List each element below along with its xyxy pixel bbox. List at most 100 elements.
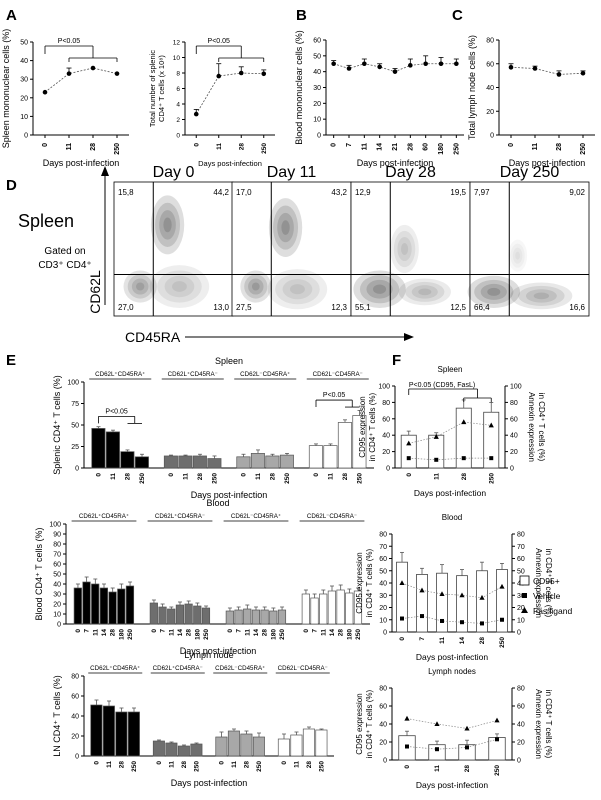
y-tick-label: 40 bbox=[510, 433, 518, 440]
x-tick-label: 11 bbox=[255, 473, 262, 480]
y-tick-label: 0 bbox=[510, 466, 514, 473]
data-point bbox=[556, 72, 562, 77]
x-tick-label: 250 bbox=[453, 143, 460, 155]
x-tick-label: 0 bbox=[303, 629, 310, 633]
y-tick-label: 70 bbox=[379, 544, 387, 551]
data-point bbox=[66, 71, 72, 76]
x-tick-label: 250 bbox=[139, 473, 146, 484]
data-point bbox=[42, 89, 48, 95]
density-cloud bbox=[150, 195, 185, 255]
x-axis-label: Days post-infection bbox=[43, 158, 120, 168]
vehicle-marker bbox=[495, 737, 499, 742]
vehicle-marker bbox=[460, 620, 464, 625]
x-tick-label: 250 bbox=[355, 629, 362, 640]
y2-axis-label: Annexin expression bbox=[534, 689, 543, 759]
chart-E-spleen: 0 25 50 75 100 CD62L⁺CD45RA⁺ 0 11 28 250 CD62L⁺CD4… bbox=[52, 356, 374, 500]
density-cloud bbox=[240, 270, 272, 303]
bar bbox=[167, 608, 176, 625]
vehicle-marker bbox=[500, 617, 504, 622]
y-tick-label: 20 bbox=[517, 605, 525, 612]
fas-ligand-marker bbox=[439, 591, 445, 597]
y-tick-label: 50 bbox=[71, 423, 79, 430]
x-tick-label: 250 bbox=[203, 629, 210, 640]
density-cloud bbox=[525, 289, 557, 303]
density-cloud bbox=[155, 202, 181, 247]
density-cloud bbox=[123, 270, 157, 303]
y2-axis-label: Annexin expression bbox=[534, 548, 543, 618]
fas-ligand-marker bbox=[479, 594, 485, 600]
bar bbox=[201, 607, 211, 625]
bar bbox=[243, 608, 252, 625]
chart-B: 0 10 20 30 40 50 60 0 7 11 14 21 28 60 180 250 Blood mon… bbox=[294, 30, 464, 168]
panel-letter-c: C bbox=[452, 7, 463, 24]
y-tick-label: 80 bbox=[486, 38, 494, 45]
series-line bbox=[401, 615, 503, 624]
series-label: CD62L⁺CD45RA⁺ bbox=[95, 371, 145, 378]
x-tick-label: 60 bbox=[423, 143, 430, 151]
bar bbox=[277, 738, 290, 757]
y-tick-label: 0 bbox=[490, 133, 494, 140]
bar bbox=[265, 455, 280, 469]
bar bbox=[310, 597, 319, 625]
series-label: CD62L⁺CD45RA⁺ bbox=[90, 665, 140, 672]
bar bbox=[301, 593, 310, 625]
legend-label: Vehicle bbox=[533, 591, 561, 601]
bar bbox=[193, 605, 202, 625]
x-tick-label: 250 bbox=[256, 761, 263, 772]
data-point bbox=[508, 65, 514, 70]
y-tick-label: 20 bbox=[486, 109, 494, 116]
bar bbox=[165, 742, 178, 757]
density-cloud bbox=[480, 283, 507, 300]
chart-title: Blood bbox=[442, 513, 462, 522]
series-label: CD62L⁺CD45RA⁻ bbox=[153, 665, 203, 672]
plot-frame bbox=[231, 181, 352, 317]
density-cloud bbox=[268, 198, 303, 258]
vehicle-marker bbox=[465, 745, 469, 750]
series-label: CD62L⁺CD45RA⁺ bbox=[79, 513, 129, 520]
x-tick-label: 14 bbox=[377, 143, 384, 151]
vehicle-marker bbox=[405, 744, 409, 749]
x-tick-label: 28 bbox=[464, 765, 471, 773]
x-tick-label: 250 bbox=[114, 143, 121, 155]
y-tick-label: 30 bbox=[20, 77, 28, 84]
y2-axis-label: in CD4⁺ T cells (%) bbox=[544, 690, 553, 759]
fas-ligand-marker bbox=[461, 419, 467, 425]
x-marker-label: CD45RA bbox=[125, 329, 181, 345]
x-axis-label: Days post-infection bbox=[191, 490, 268, 500]
bar bbox=[240, 733, 253, 757]
y-tick-label: 90 bbox=[53, 532, 61, 539]
bar bbox=[396, 561, 408, 633]
bar bbox=[108, 591, 117, 625]
y-tick-label: 100 bbox=[67, 380, 79, 387]
x-tick-label: 11 bbox=[110, 473, 117, 480]
data-point bbox=[408, 63, 413, 68]
series-label: CD62L⁻CD45RA⁺ bbox=[231, 513, 281, 520]
fas-ligand-marker bbox=[494, 717, 500, 723]
bar bbox=[308, 445, 323, 469]
y-tick-label: 0 bbox=[317, 133, 321, 140]
x-tick-label: 28 bbox=[556, 143, 563, 151]
y-tick-label: 50 bbox=[20, 40, 28, 47]
y-tick-label: 80 bbox=[382, 400, 390, 407]
x-tick-label: 11 bbox=[532, 143, 539, 151]
data-point bbox=[261, 71, 267, 77]
bar bbox=[190, 743, 203, 757]
series-label: CD62L⁺CD45RA⁻ bbox=[168, 371, 218, 378]
bar bbox=[227, 730, 240, 757]
y-tick-label: 0 bbox=[517, 630, 521, 637]
series-line bbox=[408, 421, 492, 444]
x-axis-label: Days post-infection bbox=[198, 159, 262, 168]
bar bbox=[178, 455, 193, 469]
x-tick-label: 0 bbox=[404, 765, 411, 769]
y-axis-label: Total number of splenic bbox=[148, 50, 157, 127]
x-tick-label: 21 bbox=[392, 143, 399, 151]
data-point bbox=[238, 70, 244, 76]
y-tick-label: 10 bbox=[517, 617, 525, 624]
bar bbox=[345, 592, 354, 625]
flow-panel: 17,0 43,2 27,5 12,3 Day 11 bbox=[231, 164, 352, 317]
x-tick-label: 11 bbox=[294, 761, 301, 768]
density-cloud bbox=[131, 278, 149, 295]
density-cloud bbox=[273, 205, 299, 250]
fas-ligand-marker bbox=[434, 721, 440, 726]
x-tick-label: 7 bbox=[312, 629, 319, 633]
